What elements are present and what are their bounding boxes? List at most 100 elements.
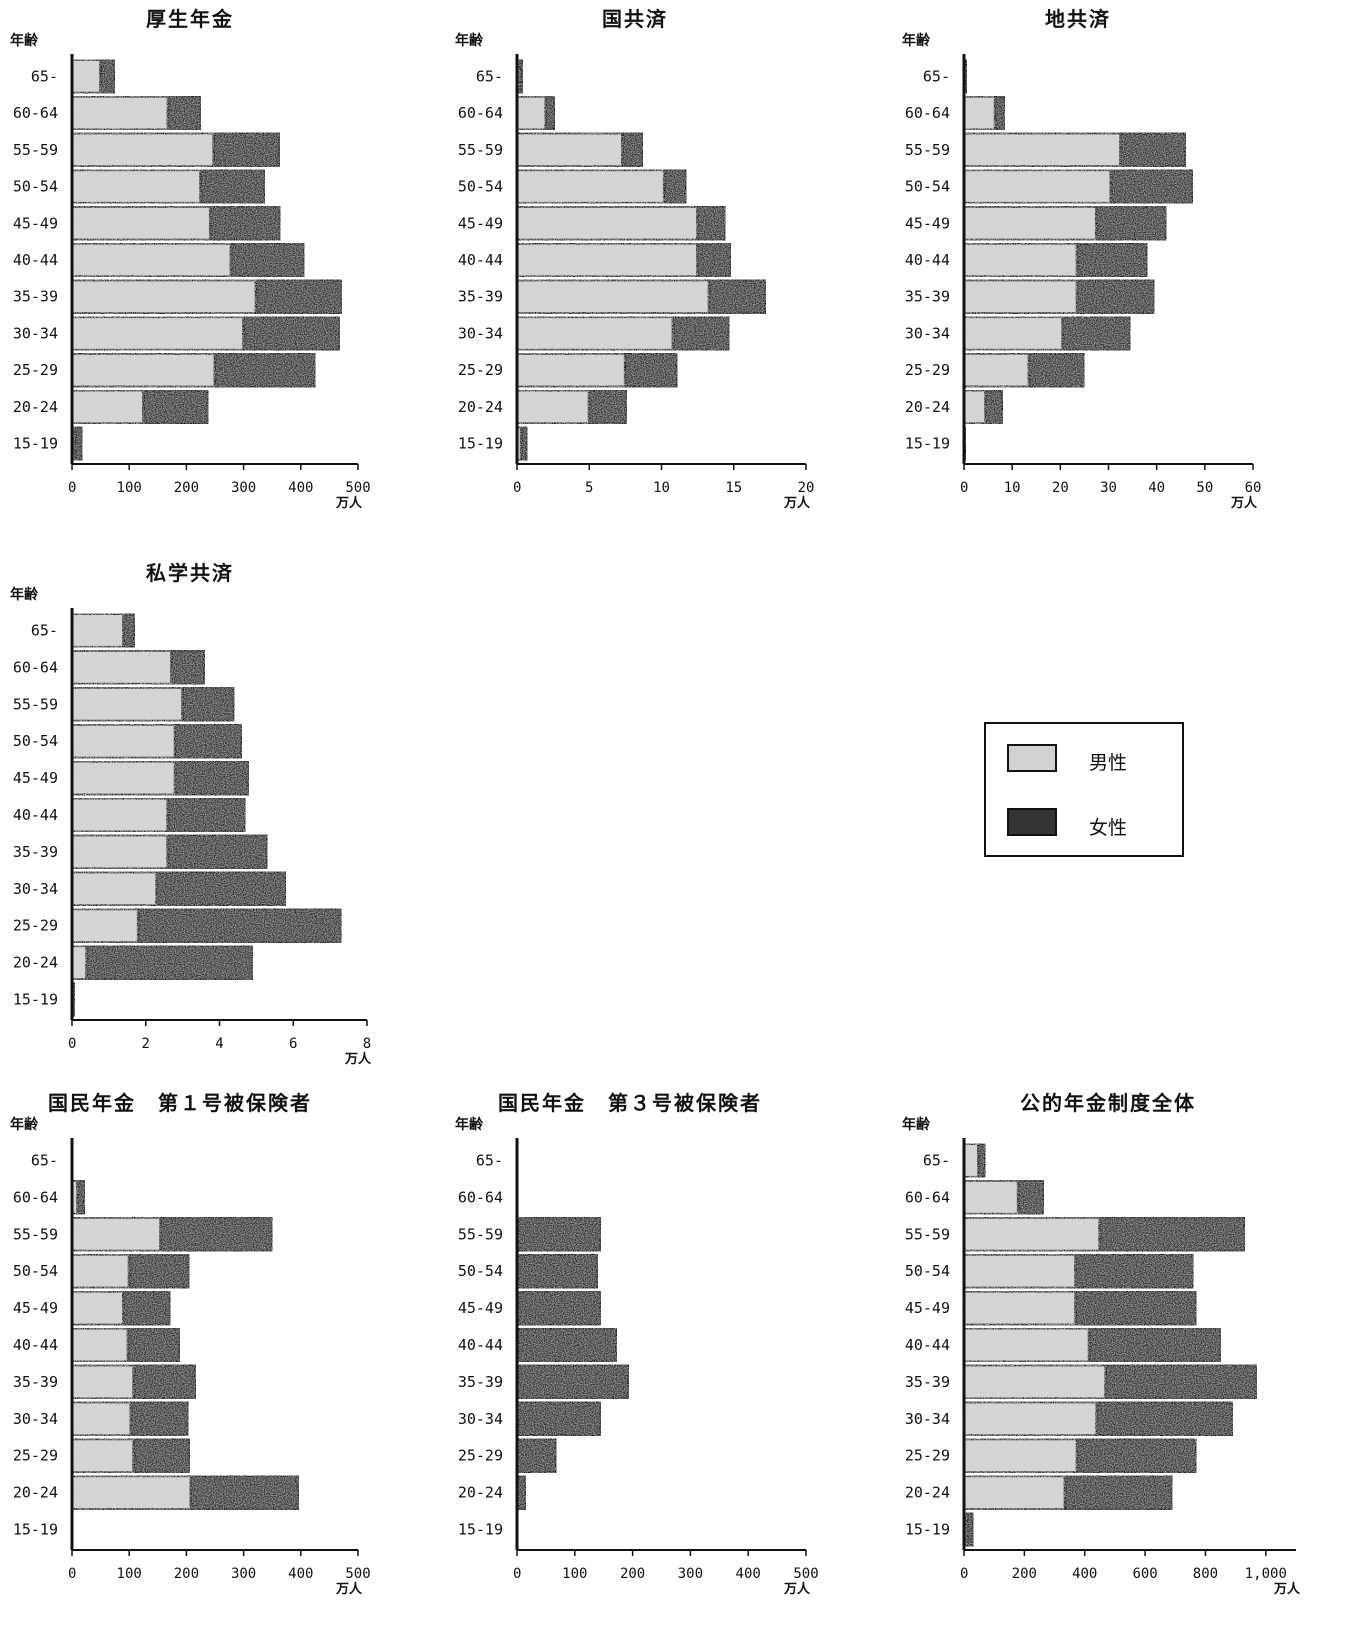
bar-female <box>993 94 1007 132</box>
age-category-label: 25-29 <box>458 361 503 379</box>
x-tick-label: 200 <box>174 480 199 496</box>
bar-male <box>962 315 1065 352</box>
bar-female <box>515 1363 631 1401</box>
age-category-label: 40-44 <box>13 806 58 824</box>
bar-male <box>515 94 548 132</box>
bar-male <box>962 388 988 426</box>
age-category-label: 40-44 <box>458 251 503 269</box>
bar-male <box>70 1474 193 1512</box>
legend-swatch-male <box>1007 744 1057 772</box>
bar-male <box>70 315 246 352</box>
x-tick-label: 0 <box>960 480 968 496</box>
bar-female <box>984 388 1005 426</box>
age-category-label: 30-34 <box>905 324 950 342</box>
bar-female <box>544 94 557 132</box>
bar-male <box>962 1178 1020 1216</box>
x-tick-label: 200 <box>620 1566 645 1582</box>
x-tick-label: 10 <box>653 480 670 496</box>
x-tick-label: 20 <box>1052 480 1069 496</box>
age-category-label: 45-49 <box>458 214 503 232</box>
bar-male <box>70 722 177 760</box>
bar-male <box>70 278 258 316</box>
x-tick-label: 15 <box>725 480 742 496</box>
x-tick-label: 2 <box>142 1036 150 1052</box>
age-category-label: 35-39 <box>13 843 58 861</box>
bar-female <box>1075 278 1156 316</box>
bar-male <box>962 131 1123 169</box>
bar-female <box>1098 1215 1247 1253</box>
bar-female <box>1074 1252 1195 1290</box>
age-category-label: 60-64 <box>13 658 58 676</box>
bar-male <box>962 204 1098 242</box>
x-tick-label: 0 <box>68 480 76 496</box>
x-tick-label: 400 <box>736 1566 761 1582</box>
bar-female <box>155 870 288 908</box>
age-category-label: 25-29 <box>13 1447 58 1465</box>
x-tick-label: 30 <box>1100 480 1117 496</box>
bar-female <box>518 58 525 95</box>
x-tick-label: 400 <box>1072 1566 1097 1582</box>
bar-female <box>122 612 137 649</box>
age-category-label: 35-39 <box>13 1373 58 1391</box>
bar-female <box>142 388 210 426</box>
bar-female <box>1075 241 1149 279</box>
bar-female <box>132 1363 198 1401</box>
age-category-label: 25-29 <box>458 1447 503 1465</box>
bar-male <box>962 1252 1078 1290</box>
bar-male <box>70 58 103 95</box>
age-category-label: 60-64 <box>13 1188 58 1206</box>
bar-female <box>707 278 768 316</box>
bar-male <box>515 204 700 242</box>
bar-female <box>696 204 727 242</box>
bar-female <box>515 1289 603 1327</box>
age-axis-header: 年齢 <box>10 586 39 603</box>
bar-female <box>199 168 267 205</box>
age-category-label: 60-64 <box>13 104 58 122</box>
age-category-label: 35-39 <box>458 1373 503 1391</box>
x-tick-label: 500 <box>345 1566 370 1582</box>
age-category-label: 65- <box>31 1151 58 1169</box>
age-category-label: 50-54 <box>13 178 58 196</box>
x-tick-label: 200 <box>174 1566 199 1582</box>
age-category-label: 35-39 <box>905 1373 950 1391</box>
age-category-label: 55-59 <box>13 141 58 159</box>
chart-title: 公的年金制度全体 <box>1020 1091 1196 1115</box>
bar-male <box>70 1289 125 1327</box>
bar-female <box>1027 351 1086 389</box>
age-category-label: 65- <box>476 1151 503 1169</box>
bar-male <box>70 833 170 871</box>
bar-female <box>620 131 645 169</box>
bar-female <box>1087 1326 1223 1364</box>
age-category-label: 35-39 <box>905 288 950 306</box>
age-category-label: 15-19 <box>458 435 503 453</box>
bar-male <box>962 1363 1108 1401</box>
x-tick-label: 1,000 <box>1245 1566 1287 1582</box>
bar-female <box>1094 204 1168 242</box>
bar-female <box>1109 168 1195 205</box>
bar-female <box>159 1215 274 1253</box>
bar-male <box>515 278 711 316</box>
bar-male <box>515 388 591 426</box>
x-axis-unit: 万人 <box>783 495 811 511</box>
bar-female <box>1104 1363 1259 1401</box>
bar-male <box>515 168 666 205</box>
bar-female <box>1063 1474 1174 1512</box>
bar-female <box>515 1326 619 1364</box>
x-tick-label: 400 <box>288 480 313 496</box>
age-category-label: 15-19 <box>13 1521 58 1539</box>
bar-male <box>70 1252 131 1290</box>
legend-swatch-female <box>1007 808 1057 836</box>
bar-male <box>515 241 700 279</box>
bar-male <box>70 759 177 797</box>
x-tick-label: 500 <box>793 1566 818 1582</box>
bar-female <box>1016 1178 1046 1216</box>
bar-female <box>166 833 269 871</box>
bar-female <box>76 1178 87 1216</box>
x-tick-label: 100 <box>562 1566 587 1582</box>
x-axis-unit: 万人 <box>783 1581 811 1597</box>
bar-male <box>70 1326 130 1364</box>
bar-male <box>70 870 159 908</box>
age-category-label: 50-54 <box>13 1262 58 1280</box>
